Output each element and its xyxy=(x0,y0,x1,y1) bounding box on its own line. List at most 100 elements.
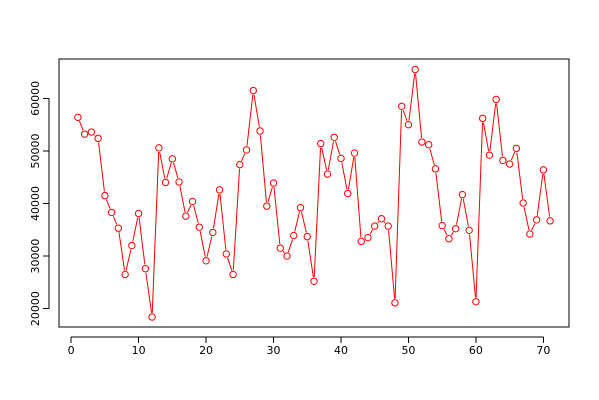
data-point xyxy=(431,165,440,173)
series-segment xyxy=(138,217,146,265)
series-segment xyxy=(394,110,403,299)
data-point xyxy=(526,230,534,238)
series-segment xyxy=(125,249,132,271)
data-point xyxy=(505,160,514,168)
series-segment xyxy=(489,103,497,152)
data-point xyxy=(101,191,109,200)
data-point xyxy=(519,199,527,207)
data-point xyxy=(546,217,554,225)
series-segment xyxy=(335,141,341,155)
series-segment xyxy=(98,142,105,192)
data-point xyxy=(397,102,406,110)
y-tick-label: 60000 xyxy=(29,81,42,116)
data-point xyxy=(188,197,197,206)
series-segment xyxy=(341,162,348,190)
series-segment xyxy=(253,94,260,127)
x-tick-label: 50 xyxy=(401,344,415,357)
series-segment xyxy=(112,216,118,225)
series-segment xyxy=(543,173,551,217)
series-segment xyxy=(282,251,285,254)
series-segment xyxy=(377,221,379,224)
data-point xyxy=(195,223,204,231)
data-point xyxy=(148,313,156,321)
series-segment xyxy=(300,211,307,233)
series-segment xyxy=(232,168,241,271)
series-segment xyxy=(429,148,435,165)
series-segment xyxy=(145,272,153,313)
data-point xyxy=(134,209,143,218)
series-segment xyxy=(383,221,386,224)
data-point xyxy=(350,149,359,157)
series-segment xyxy=(531,223,536,231)
x-tick-label: 20 xyxy=(199,344,213,357)
data-point xyxy=(451,225,460,233)
plot-frame xyxy=(58,58,570,328)
data-point xyxy=(371,222,379,230)
data-point xyxy=(323,170,332,178)
series-segment xyxy=(294,211,301,232)
series-segment xyxy=(388,230,396,299)
x-tick-label: 40 xyxy=(334,344,348,357)
data-point xyxy=(357,237,365,246)
series-segment xyxy=(327,141,334,171)
data-point xyxy=(478,114,487,123)
data-point xyxy=(114,224,123,232)
series-segment xyxy=(151,151,160,313)
series-segment xyxy=(354,157,362,238)
y-axis: 20000 30000 40000 50000 60000 xyxy=(29,81,50,326)
data-point xyxy=(256,127,264,135)
data-point xyxy=(485,151,494,159)
data-point xyxy=(121,270,129,279)
series-segment xyxy=(321,147,328,171)
data-point xyxy=(317,139,325,148)
data-point xyxy=(512,144,521,153)
series-segment xyxy=(415,73,423,138)
series-segment xyxy=(369,229,374,235)
x-tick-label: 60 xyxy=(469,344,483,357)
series-segment xyxy=(241,153,246,162)
series-segment xyxy=(516,152,524,199)
data-point xyxy=(87,128,96,136)
series-segment xyxy=(219,193,227,250)
series-segment xyxy=(78,121,84,131)
data-point xyxy=(532,216,541,224)
data-point xyxy=(182,212,190,220)
series-segment xyxy=(450,231,454,236)
data-point xyxy=(418,138,426,146)
data-point xyxy=(539,166,548,174)
data-point xyxy=(249,86,257,95)
data-point xyxy=(202,257,210,265)
series-segment xyxy=(212,193,220,229)
series-segment xyxy=(462,198,469,227)
series-segment xyxy=(259,135,267,202)
series-segment xyxy=(173,162,179,179)
data-point xyxy=(465,226,473,235)
series-segment xyxy=(166,162,172,179)
data-point xyxy=(499,156,507,165)
x-axis: 0 10 20 30 40 50 60 70 xyxy=(68,336,550,357)
data-point xyxy=(344,189,352,198)
series-layer xyxy=(74,65,554,321)
data-point xyxy=(438,221,446,230)
series-segment xyxy=(536,173,544,216)
series-segment xyxy=(118,232,125,271)
series-segment xyxy=(435,172,443,222)
data-point xyxy=(445,235,453,243)
series-segment xyxy=(469,234,477,298)
data-point xyxy=(391,299,399,307)
y-tick-label: 40000 xyxy=(29,186,42,221)
x-tick-label: 0 xyxy=(68,344,75,357)
data-point xyxy=(209,228,217,237)
data-point xyxy=(283,252,291,260)
series-segment xyxy=(307,240,314,278)
series-segment xyxy=(455,198,463,225)
data-point xyxy=(310,277,318,285)
series-segment xyxy=(267,186,273,203)
x-tick-label: 30 xyxy=(267,344,281,357)
series-segment xyxy=(94,134,96,136)
data-point xyxy=(269,179,278,187)
data-point xyxy=(222,250,231,258)
data-point xyxy=(330,133,338,141)
series-segment xyxy=(475,122,483,298)
